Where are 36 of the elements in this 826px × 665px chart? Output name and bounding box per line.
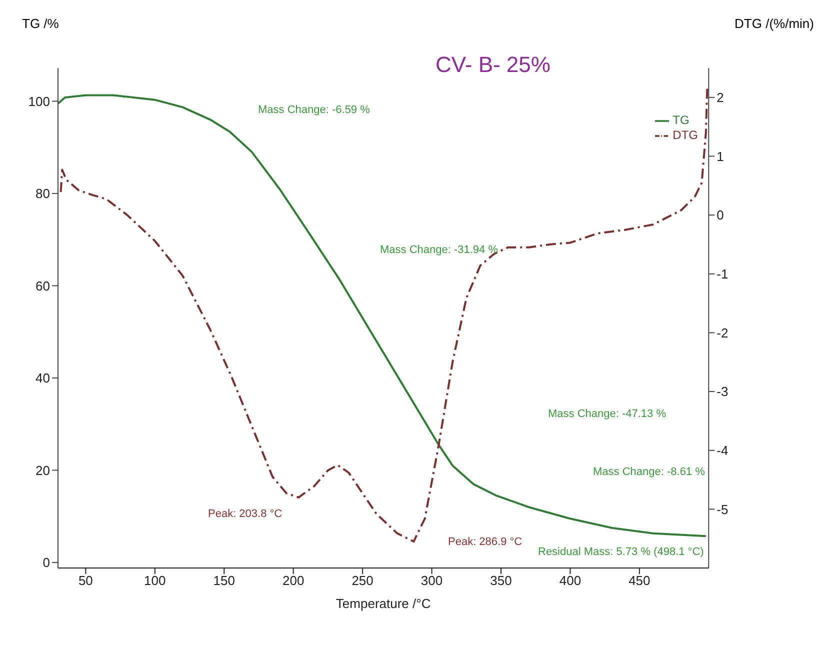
annotation: Mass Change: -6.59 %	[258, 104, 370, 116]
y2-axis-title: DTG /(%/min)	[734, 16, 814, 31]
annotation: Peak: 286.9 °C	[448, 536, 522, 548]
annotation: Mass Change: -8.61 %	[593, 466, 705, 478]
y2-tick-label: -4	[716, 442, 728, 458]
y2-tick-label: -1	[716, 266, 728, 282]
x-tick-label: 250	[352, 573, 374, 588]
x-tick-label: 100	[144, 573, 166, 588]
x-axis-title: Temperature /°C	[336, 596, 431, 611]
y2-tick-label: 2	[716, 90, 724, 106]
y2-tick-label: 1	[716, 148, 724, 164]
y-tick-label: 40	[36, 370, 50, 386]
y-tick-label: 60	[36, 278, 50, 294]
annotation: Mass Change: -47.13 %	[548, 408, 666, 420]
x-tick-label: 150	[213, 573, 235, 588]
y2-tick-label: -5	[716, 502, 728, 517]
y2-tick-label: -3	[716, 384, 728, 400]
annotation: Peak: 203.8 °C	[208, 508, 282, 520]
annotation: Residual Mass: 5.73 % (498.1 °C)	[538, 546, 704, 558]
x-tick-label: 450	[628, 573, 650, 588]
y2-tick-label: -2	[716, 325, 728, 340]
legend-label: DTG	[672, 128, 698, 142]
y-tick-label: 20	[36, 462, 50, 478]
chart-title: CV- B- 25%	[434, 52, 552, 78]
y-tick-label: 100	[28, 94, 50, 109]
y-tick-label: 0	[42, 555, 50, 570]
x-tick-label: 300	[420, 573, 443, 588]
x-tick-label: 350	[490, 573, 512, 588]
x-tick-label: 200	[282, 573, 304, 588]
legend-label: TG	[672, 113, 690, 127]
x-tick-label: 400	[559, 573, 582, 588]
x-tick-label: 50	[78, 573, 93, 588]
annotation: Mass Change: -31.94 %	[380, 244, 498, 256]
y-tick-label: 80	[36, 186, 50, 202]
y2-tick-label: 0	[716, 208, 724, 223]
y-axis-title: TG /%	[22, 16, 59, 31]
